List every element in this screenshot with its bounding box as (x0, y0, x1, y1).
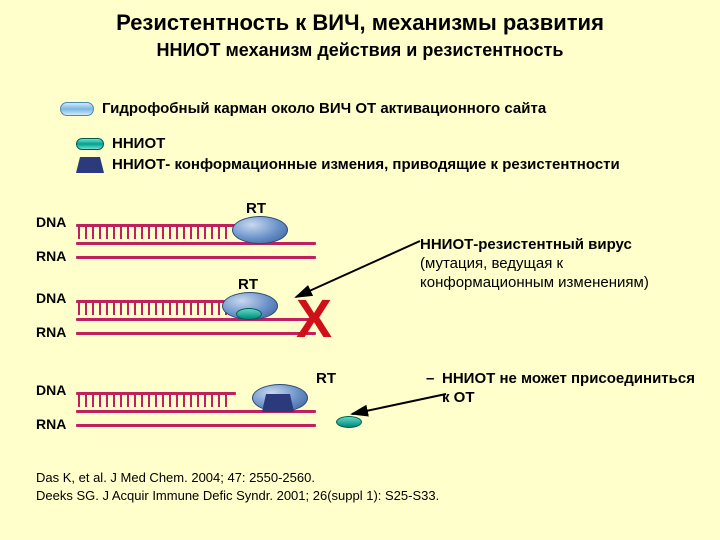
legend-pocket-row: Гидрофобный карман около ВИЧ ОТ активаци… (60, 100, 620, 117)
slide-subtitle: ННИОТ механизм действия и резистентность (0, 36, 720, 61)
dna-mid-line-1 (76, 242, 316, 245)
legend-pocket-label: Гидрофобный карман около ВИЧ ОТ активаци… (102, 100, 546, 117)
rna-label-2: RNA (36, 324, 66, 340)
trapezoid-icon (76, 157, 104, 173)
rna-line-3 (76, 424, 316, 427)
rna-line-1 (76, 256, 316, 259)
resistant-virus-annotation: ННИОТ-резистентный вирус (мутация, ведущ… (420, 236, 700, 292)
rt-label-2: RT (238, 276, 258, 293)
rna-line-2 (76, 332, 316, 335)
legend-conformation-label: ННИОТ- конформационные измения, приводящ… (112, 156, 620, 173)
dna-label-2: DNA (36, 290, 66, 306)
dna-label-1: DNA (36, 214, 66, 230)
pocket-icon (60, 102, 94, 116)
trapezoid-on-rt-icon (262, 394, 294, 412)
resistant-virus-body: (мутация, ведущая к конформационным изме… (420, 255, 649, 291)
rt-label-3: RT (316, 370, 336, 387)
rna-label-3: RNA (36, 416, 66, 432)
slide-title: Резистентность к ВИЧ, механизмы развития (0, 0, 720, 36)
citation-2: Deeks SG. J Acquir Immune Defic Syndr. 2… (36, 488, 439, 503)
arrow-to-cannot-bind (346, 390, 456, 420)
cannot-bind-text: ННИОТ не может присоединиться к ОТ (442, 370, 695, 406)
cannot-bind-annotation: – ННИОТ не может присоединиться к ОТ (442, 370, 702, 408)
dna-mid-line-2 (76, 318, 316, 321)
rt-shape-1 (232, 216, 288, 244)
legend-nniot-row: ННИОТ (76, 135, 620, 152)
resistant-virus-title: ННИОТ-резистентный вирус (420, 236, 632, 253)
citation-1: Das K, et al. J Med Chem. 2004; 47: 2550… (36, 470, 315, 485)
dna-label-3: DNA (36, 382, 66, 398)
rt-label-1: RT (246, 200, 266, 217)
rna-label-1: RNA (36, 248, 66, 264)
arrow-to-resistant-virus (290, 235, 430, 315)
nniot-icon (76, 138, 104, 150)
legend-nniot-label: ННИОТ (112, 135, 165, 152)
nniot-bound-icon (236, 308, 262, 320)
legend-conformation-row: ННИОТ- конформационные измения, приводящ… (76, 156, 620, 173)
dash-bullet: – (426, 370, 434, 389)
